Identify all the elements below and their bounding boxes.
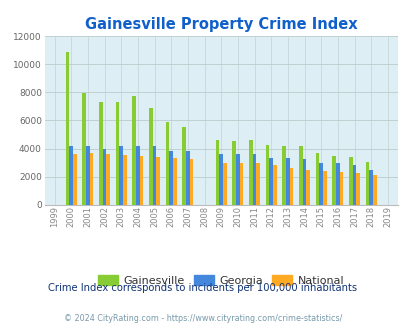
Bar xyxy=(119,146,123,205)
Bar xyxy=(169,150,173,205)
Bar xyxy=(273,165,276,205)
Bar xyxy=(182,127,185,205)
Bar xyxy=(252,154,256,205)
Bar xyxy=(239,163,243,205)
Bar xyxy=(365,162,369,205)
Bar xyxy=(115,102,119,205)
Bar xyxy=(219,154,223,205)
Bar xyxy=(352,165,356,205)
Bar xyxy=(249,140,252,205)
Bar xyxy=(236,154,239,205)
Bar xyxy=(156,157,160,205)
Bar xyxy=(152,147,156,205)
Bar xyxy=(319,163,322,205)
Bar xyxy=(286,158,289,205)
Bar xyxy=(149,108,152,205)
Bar xyxy=(102,148,106,205)
Bar xyxy=(86,147,90,205)
Text: Crime Index corresponds to incidents per 100,000 inhabitants: Crime Index corresponds to incidents per… xyxy=(48,283,357,293)
Bar xyxy=(315,153,319,205)
Bar xyxy=(269,158,273,205)
Title: Gainesville Property Crime Index: Gainesville Property Crime Index xyxy=(85,17,357,32)
Bar xyxy=(69,146,73,205)
Bar xyxy=(339,172,343,205)
Bar xyxy=(82,93,86,205)
Bar xyxy=(356,173,359,205)
Text: © 2024 CityRating.com - https://www.cityrating.com/crime-statistics/: © 2024 CityRating.com - https://www.city… xyxy=(64,314,341,323)
Bar xyxy=(289,168,293,205)
Bar xyxy=(265,145,269,205)
Bar xyxy=(223,163,226,205)
Bar xyxy=(322,171,326,205)
Bar xyxy=(335,163,339,205)
Bar xyxy=(232,141,236,205)
Bar xyxy=(298,147,302,205)
Bar xyxy=(185,150,189,205)
Bar xyxy=(106,154,110,205)
Bar xyxy=(123,155,126,205)
Bar xyxy=(215,140,219,205)
Bar xyxy=(369,170,372,205)
Bar xyxy=(99,102,102,205)
Bar xyxy=(306,170,309,205)
Bar xyxy=(348,157,352,205)
Bar xyxy=(332,155,335,205)
Bar xyxy=(302,159,306,205)
Bar xyxy=(132,96,136,205)
Bar xyxy=(256,163,260,205)
Bar xyxy=(372,175,376,205)
Bar xyxy=(66,52,69,205)
Bar xyxy=(189,159,193,205)
Bar xyxy=(136,146,139,205)
Bar xyxy=(73,154,77,205)
Bar xyxy=(173,158,176,205)
Legend: Gainesville, Georgia, National: Gainesville, Georgia, National xyxy=(94,271,348,290)
Bar xyxy=(282,146,286,205)
Bar xyxy=(165,122,169,205)
Bar xyxy=(90,153,93,205)
Bar xyxy=(139,155,143,205)
